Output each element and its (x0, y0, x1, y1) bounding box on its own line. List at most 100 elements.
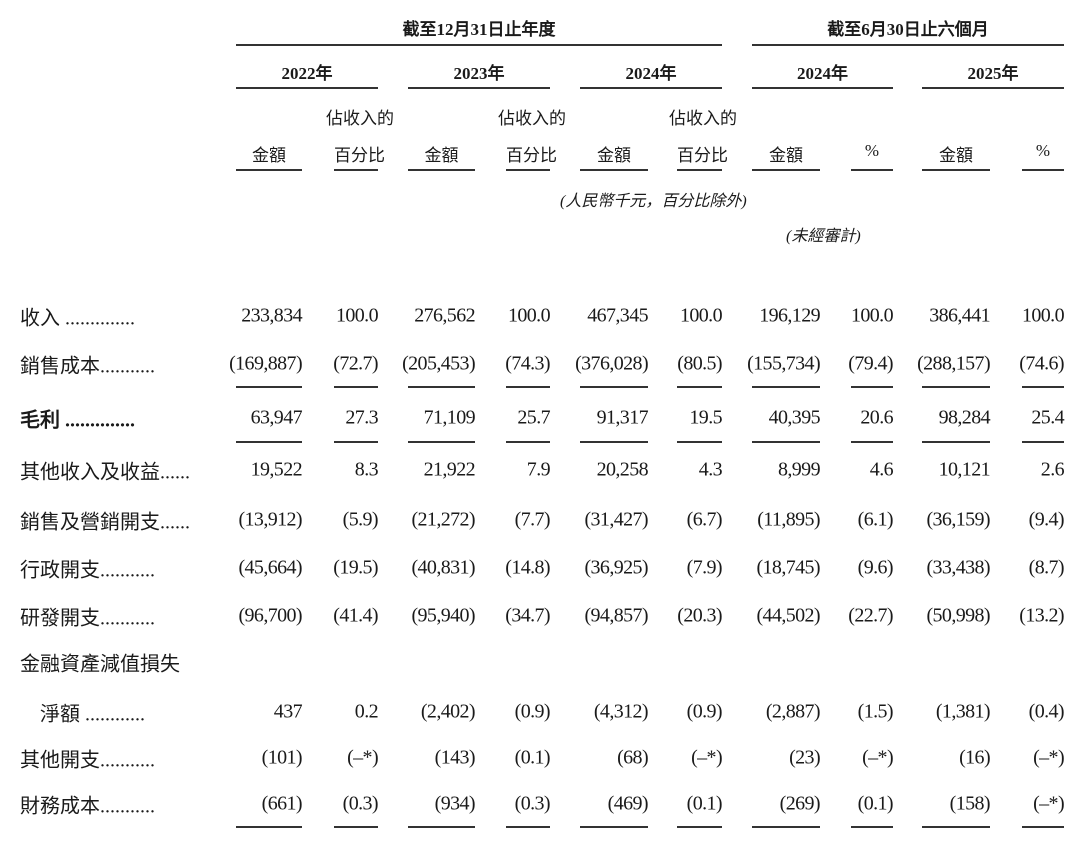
amount-cell: 40,395 (768, 406, 821, 429)
pct-cell: (20.3) (677, 604, 722, 627)
column-header-pct-line2: 百分比 (506, 146, 557, 165)
underline (677, 386, 722, 388)
pct-cell: (80.5) (677, 352, 722, 375)
row-label: 研發開支........... (20, 607, 155, 630)
underline (408, 441, 475, 443)
amount-cell: (44,502) (756, 604, 820, 627)
amount-cell: 10,121 (938, 458, 991, 481)
pct-cell: (5.9) (342, 508, 379, 531)
amount-cell: (23) (789, 746, 821, 769)
pct-cell: (22.7) (848, 604, 893, 627)
amount-cell: (95,940) (411, 604, 475, 627)
amount-cell: 8,999 (777, 458, 821, 481)
divider (408, 169, 475, 171)
pct-cell: (0.3) (514, 792, 551, 815)
column-header-pct-line2: 百分比 (334, 146, 385, 165)
row-label: 收入 .............. (20, 307, 135, 330)
underline (334, 826, 378, 828)
year-header: 2025年 (967, 64, 1019, 83)
column-header-amount: 金額 (597, 146, 631, 165)
amount-cell: 63,947 (250, 406, 303, 429)
pct-cell: (–*) (1033, 792, 1065, 815)
divider (851, 169, 893, 171)
amount-cell: (288,157) (917, 352, 991, 375)
column-header-amount: 金額 (252, 146, 286, 165)
pct-cell: (–*) (862, 746, 894, 769)
amount-cell: 91,317 (596, 406, 649, 429)
underline (1022, 826, 1064, 828)
divider (752, 169, 820, 171)
underline (752, 441, 820, 443)
underline (580, 441, 648, 443)
pct-cell: (19.5) (333, 556, 378, 579)
year-header: 2022年 (281, 64, 333, 83)
group-header-interim: 截至6月30日止六個月 (827, 20, 989, 39)
amount-cell: (1,381) (935, 700, 991, 723)
underline (506, 826, 550, 828)
amount-cell: 233,834 (241, 304, 302, 327)
amount-cell: (36,159) (926, 508, 990, 531)
divider (1022, 169, 1064, 171)
row-label: 財務成本........... (20, 795, 155, 818)
divider (236, 44, 722, 46)
column-header-pct-line2: 百分比 (677, 146, 728, 165)
pct-cell: 4.6 (869, 458, 894, 481)
divider (752, 87, 893, 89)
pct-cell: (74.6) (1019, 352, 1064, 375)
amount-cell: 437 (273, 700, 303, 723)
underline (851, 441, 893, 443)
amount-cell: (40,831) (411, 556, 475, 579)
divider (408, 87, 550, 89)
divider (580, 87, 722, 89)
amount-cell: (11,895) (757, 508, 820, 531)
row-label: 金融資產減值損失 (20, 653, 180, 676)
underline (408, 386, 475, 388)
pct-cell: (34.7) (505, 604, 550, 627)
underline (236, 826, 302, 828)
year-header: 2024年 (797, 64, 848, 83)
pct-cell: 27.3 (345, 406, 378, 429)
year-header: 2024年 (625, 64, 677, 83)
underline (236, 441, 302, 443)
amount-cell: (205,453) (402, 352, 476, 375)
amount-cell: 71,109 (423, 406, 476, 429)
divider (506, 169, 550, 171)
pct-cell: (0.3) (342, 792, 379, 815)
pct-cell: 0.2 (354, 700, 379, 723)
amount-cell: (21,272) (411, 508, 475, 531)
underline (506, 441, 550, 443)
pct-cell: (14.8) (505, 556, 550, 579)
group-header-annual: 截至12月31日止年度 (402, 20, 556, 39)
underline (677, 441, 722, 443)
amount-cell: (169,887) (229, 352, 303, 375)
amount-cell: (269) (779, 792, 821, 815)
amount-cell: (376,028) (575, 352, 649, 375)
amount-cell: (36,925) (584, 556, 648, 579)
pct-cell: 19.5 (689, 406, 722, 429)
underline (851, 826, 893, 828)
underline (1022, 386, 1064, 388)
unaudited-note: (未經審計) (786, 228, 861, 245)
amount-cell: (4,312) (593, 700, 649, 723)
pct-cell: 4.3 (698, 458, 723, 481)
divider (922, 87, 1064, 89)
amount-cell: (33,438) (926, 556, 990, 579)
underline (922, 441, 990, 443)
amount-cell: (18,745) (756, 556, 820, 579)
pct-cell: (1.5) (857, 700, 894, 723)
amount-cell: (143) (434, 746, 476, 769)
divider (677, 169, 722, 171)
column-header-pct: % (864, 141, 880, 160)
underline (506, 386, 550, 388)
divider (580, 169, 648, 171)
underline (1022, 441, 1064, 443)
pct-cell: (0.4) (1028, 700, 1065, 723)
divider (752, 44, 1064, 46)
pct-cell: 100.0 (507, 304, 551, 327)
pct-cell: (13.2) (1019, 604, 1064, 627)
underline (922, 386, 990, 388)
amount-cell: (101) (261, 746, 303, 769)
year-header: 2023年 (453, 64, 505, 83)
pct-cell: (0.9) (686, 700, 723, 723)
column-header-amount: 金額 (424, 146, 459, 165)
